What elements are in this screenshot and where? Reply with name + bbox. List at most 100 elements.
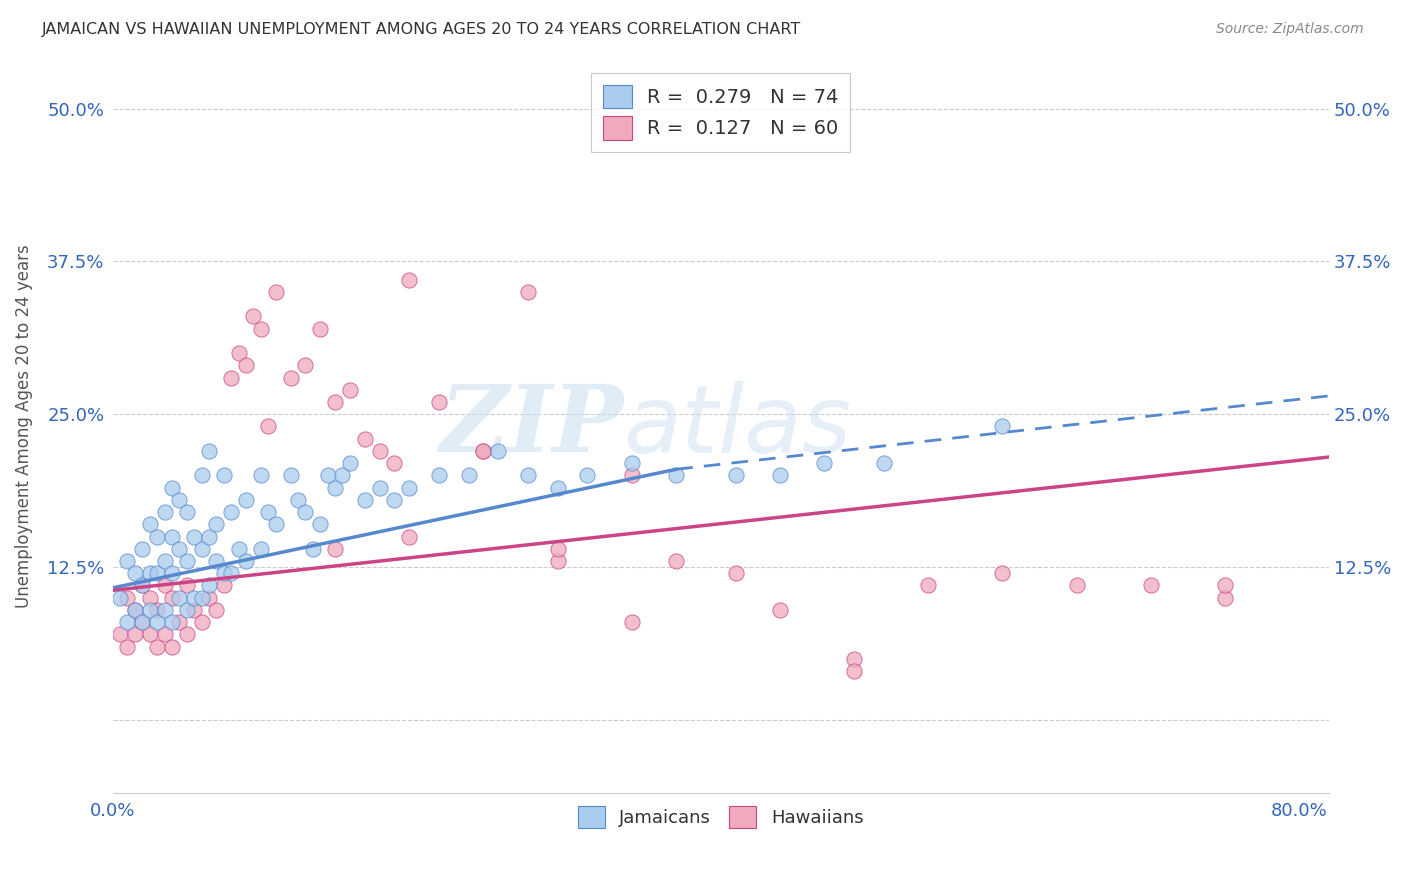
Point <box>146 529 169 543</box>
Point <box>264 285 287 299</box>
Point <box>176 578 198 592</box>
Point <box>169 615 191 629</box>
Point <box>250 321 273 335</box>
Point <box>769 468 792 483</box>
Point <box>212 468 235 483</box>
Point <box>117 615 139 629</box>
Point <box>724 468 747 483</box>
Point <box>205 603 228 617</box>
Point <box>813 456 835 470</box>
Point <box>205 517 228 532</box>
Point <box>160 481 183 495</box>
Point <box>169 591 191 605</box>
Point <box>219 505 242 519</box>
Point <box>665 468 688 483</box>
Point <box>131 541 153 556</box>
Point <box>146 566 169 581</box>
Point <box>280 468 302 483</box>
Point <box>547 554 569 568</box>
Point <box>212 566 235 581</box>
Point <box>176 627 198 641</box>
Point <box>917 578 939 592</box>
Point <box>205 554 228 568</box>
Text: JAMAICAN VS HAWAIIAN UNEMPLOYMENT AMONG AGES 20 TO 24 YEARS CORRELATION CHART: JAMAICAN VS HAWAIIAN UNEMPLOYMENT AMONG … <box>42 22 801 37</box>
Point <box>301 541 323 556</box>
Point <box>212 578 235 592</box>
Point <box>844 652 866 666</box>
Point <box>368 481 391 495</box>
Point <box>472 444 495 458</box>
Point <box>547 541 569 556</box>
Point <box>1213 578 1236 592</box>
Point <box>228 346 250 360</box>
Point <box>250 541 273 556</box>
Point <box>160 529 183 543</box>
Point <box>991 566 1014 581</box>
Point <box>339 383 361 397</box>
Point <box>160 615 183 629</box>
Point <box>294 359 316 373</box>
Point <box>124 566 146 581</box>
Point <box>398 529 420 543</box>
Text: Source: ZipAtlas.com: Source: ZipAtlas.com <box>1216 22 1364 37</box>
Point <box>153 627 176 641</box>
Point <box>176 505 198 519</box>
Point <box>620 468 643 483</box>
Point <box>153 505 176 519</box>
Point <box>131 578 153 592</box>
Point <box>332 468 354 483</box>
Point <box>117 640 139 654</box>
Point <box>516 285 538 299</box>
Point <box>1066 578 1088 592</box>
Point <box>769 603 792 617</box>
Point <box>457 468 479 483</box>
Point <box>323 395 346 409</box>
Point <box>724 566 747 581</box>
Point <box>316 468 339 483</box>
Point <box>264 517 287 532</box>
Y-axis label: Unemployment Among Ages 20 to 24 years: Unemployment Among Ages 20 to 24 years <box>15 244 32 608</box>
Text: atlas: atlas <box>623 381 852 472</box>
Point <box>235 492 257 507</box>
Point <box>228 541 250 556</box>
Point <box>384 492 406 507</box>
Point <box>257 505 280 519</box>
Point <box>323 541 346 556</box>
Point <box>131 615 153 629</box>
Point <box>516 468 538 483</box>
Point <box>183 591 205 605</box>
Point <box>873 456 896 470</box>
Point <box>309 321 332 335</box>
Point <box>323 481 346 495</box>
Point <box>472 444 495 458</box>
Point <box>844 664 866 678</box>
Point <box>160 591 183 605</box>
Point <box>138 517 160 532</box>
Point <box>235 554 257 568</box>
Point <box>353 432 375 446</box>
Point <box>294 505 316 519</box>
Point <box>108 627 131 641</box>
Point <box>176 603 198 617</box>
Point <box>339 456 361 470</box>
Point <box>146 640 169 654</box>
Point <box>183 529 205 543</box>
Point <box>257 419 280 434</box>
Point <box>547 481 569 495</box>
Point <box>620 456 643 470</box>
Point <box>138 566 160 581</box>
Point <box>169 492 191 507</box>
Point <box>198 444 221 458</box>
Point <box>398 273 420 287</box>
Point <box>309 517 332 532</box>
Point <box>991 419 1014 434</box>
Point <box>190 615 212 629</box>
Point <box>353 492 375 507</box>
Point <box>198 591 221 605</box>
Point <box>427 468 450 483</box>
Point <box>146 615 169 629</box>
Text: ZIP: ZIP <box>439 382 623 472</box>
Point <box>620 615 643 629</box>
Point <box>108 591 131 605</box>
Point <box>190 468 212 483</box>
